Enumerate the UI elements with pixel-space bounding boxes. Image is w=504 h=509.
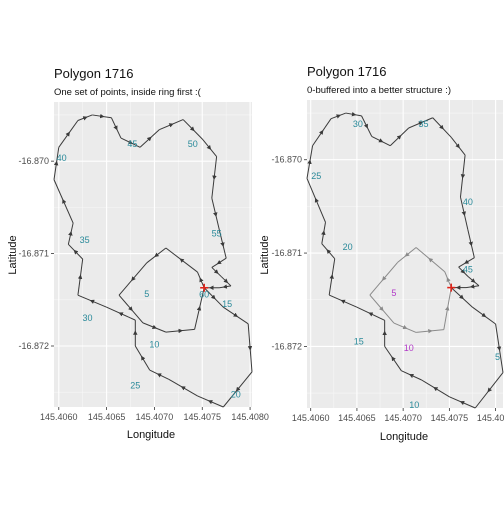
left-x-tick-label: 145.4080 [231, 412, 269, 422]
right-x-axis-label: Longitude [380, 431, 428, 443]
right-vertex-label: 10 [404, 343, 414, 353]
left-y-tick-label: -16.871 [18, 249, 49, 259]
left-vertex-label: 15 [222, 299, 232, 309]
left-x-tick-label: 145.4075 [183, 412, 221, 422]
right-x-tick-label: 145.4070 [384, 413, 422, 423]
right-chart-title: Polygon 1716 [307, 64, 387, 79]
right-ring-0-arrow [442, 127, 443, 128]
left-ring-1-arrow [149, 138, 150, 139]
left-y-tick-label: -16.870 [18, 156, 49, 166]
right-ring-0-arrow [466, 262, 467, 263]
right-vertex-label: 30 [353, 119, 363, 129]
left-ring-1-arrow [219, 263, 220, 264]
left-ring-1-arrow [183, 387, 184, 388]
left-chart-subtitle: One set of points, inside ring first :( [54, 87, 202, 98]
left-x-axis-label: Longitude [127, 429, 175, 441]
right-ring-0-arrow [484, 315, 485, 316]
right-ring-0-arrow [328, 251, 329, 252]
right-ring-1-arrow [382, 309, 383, 310]
left-y-axis-label: Latitude [7, 235, 19, 274]
right-x-tick-label: 145.4075 [431, 413, 469, 423]
right-vertex-label: 35 [418, 119, 428, 129]
right-ring-0-arrow [393, 358, 394, 359]
left-ring-1-arrow [142, 358, 143, 359]
right-vertex-label: 25 [311, 171, 321, 181]
left-ring-1-arrow [192, 129, 193, 130]
right-y-tick-label: -16.871 [271, 248, 302, 258]
left-vertex-label: 10 [149, 340, 159, 350]
left-vertex-label: 50 [188, 139, 198, 149]
left-ring-0-arrow [133, 279, 134, 280]
left-chart-title: Polygon 1716 [54, 66, 134, 81]
right-ring-0-arrow [399, 137, 400, 138]
left-vertex-label: 30 [82, 313, 92, 323]
right-vertex-label: 45 [463, 264, 473, 274]
right-ring-0-arrow [461, 297, 462, 298]
right-vertex-label: 40 [463, 197, 473, 207]
right-vertex-label: 15 [354, 336, 364, 346]
left-vertex-label: 20 [231, 390, 241, 400]
left-x-tick-label: 145.4065 [88, 412, 126, 422]
right-x-tick-label: 145.4060 [292, 413, 330, 423]
left-ring-1-arrow [226, 281, 227, 282]
right-chart-subtitle: 0-buffered into a better structure :) [307, 85, 451, 96]
left-x-tick-label: 145.4060 [40, 412, 78, 422]
left-vertex-label: 55 [212, 229, 222, 239]
right-ring-0-arrow [489, 390, 490, 391]
right-ring-1-arrow [406, 255, 407, 256]
right-x-tick-label: 145.4080 [477, 413, 504, 423]
right-y-tick-label: -16.870 [271, 155, 302, 165]
right-ring-0-arrow [435, 388, 436, 389]
left-vertex-label: 40 [57, 153, 67, 163]
right-vertex-label: 20 [343, 242, 353, 252]
right-vertex-label: 10 [409, 400, 419, 410]
left-ring-1-arrow [235, 315, 236, 316]
right-y-axis-label: Latitude [259, 235, 271, 274]
left-ring-1-arrow [213, 297, 214, 298]
left-y-tick-label: -16.872 [18, 341, 49, 351]
left-vertex-label: 5 [144, 289, 149, 299]
right-x-tick-label: 145.4065 [338, 413, 376, 423]
left-ring-0-arrow [131, 309, 132, 310]
left-panel: Polygon 1716 One set of points, inside r… [7, 66, 269, 441]
right-ring-1-arrow [430, 259, 431, 260]
right-ring-1-arrow [383, 278, 384, 279]
left-vertex-label: 25 [130, 380, 140, 390]
left-ring-1-arrow [209, 147, 210, 148]
left-ring-1-arrow [216, 272, 217, 273]
right-ring-0-arrow [322, 132, 323, 133]
left-ring-1-arrow [68, 133, 69, 134]
left-ring-0-arrow [156, 255, 157, 256]
right-y-tick-label: -16.872 [271, 341, 302, 351]
left-x-tick-label: 145.4070 [136, 412, 174, 422]
left-vertex-label: 45 [127, 139, 137, 149]
right-ring-0-arrow [473, 281, 474, 282]
right-panel: Polygon 1716 0-buffered into a better st… [259, 64, 504, 443]
left-plot-background [54, 102, 252, 407]
left-ring-0-arrow [181, 260, 182, 261]
left-ring-1-arrow [75, 251, 76, 252]
right-ring-0-arrow [458, 146, 459, 147]
right-vertex-label: 5 [391, 288, 396, 298]
left-vertex-label: 35 [80, 235, 90, 245]
right-vertex-label: 5 [495, 352, 500, 362]
